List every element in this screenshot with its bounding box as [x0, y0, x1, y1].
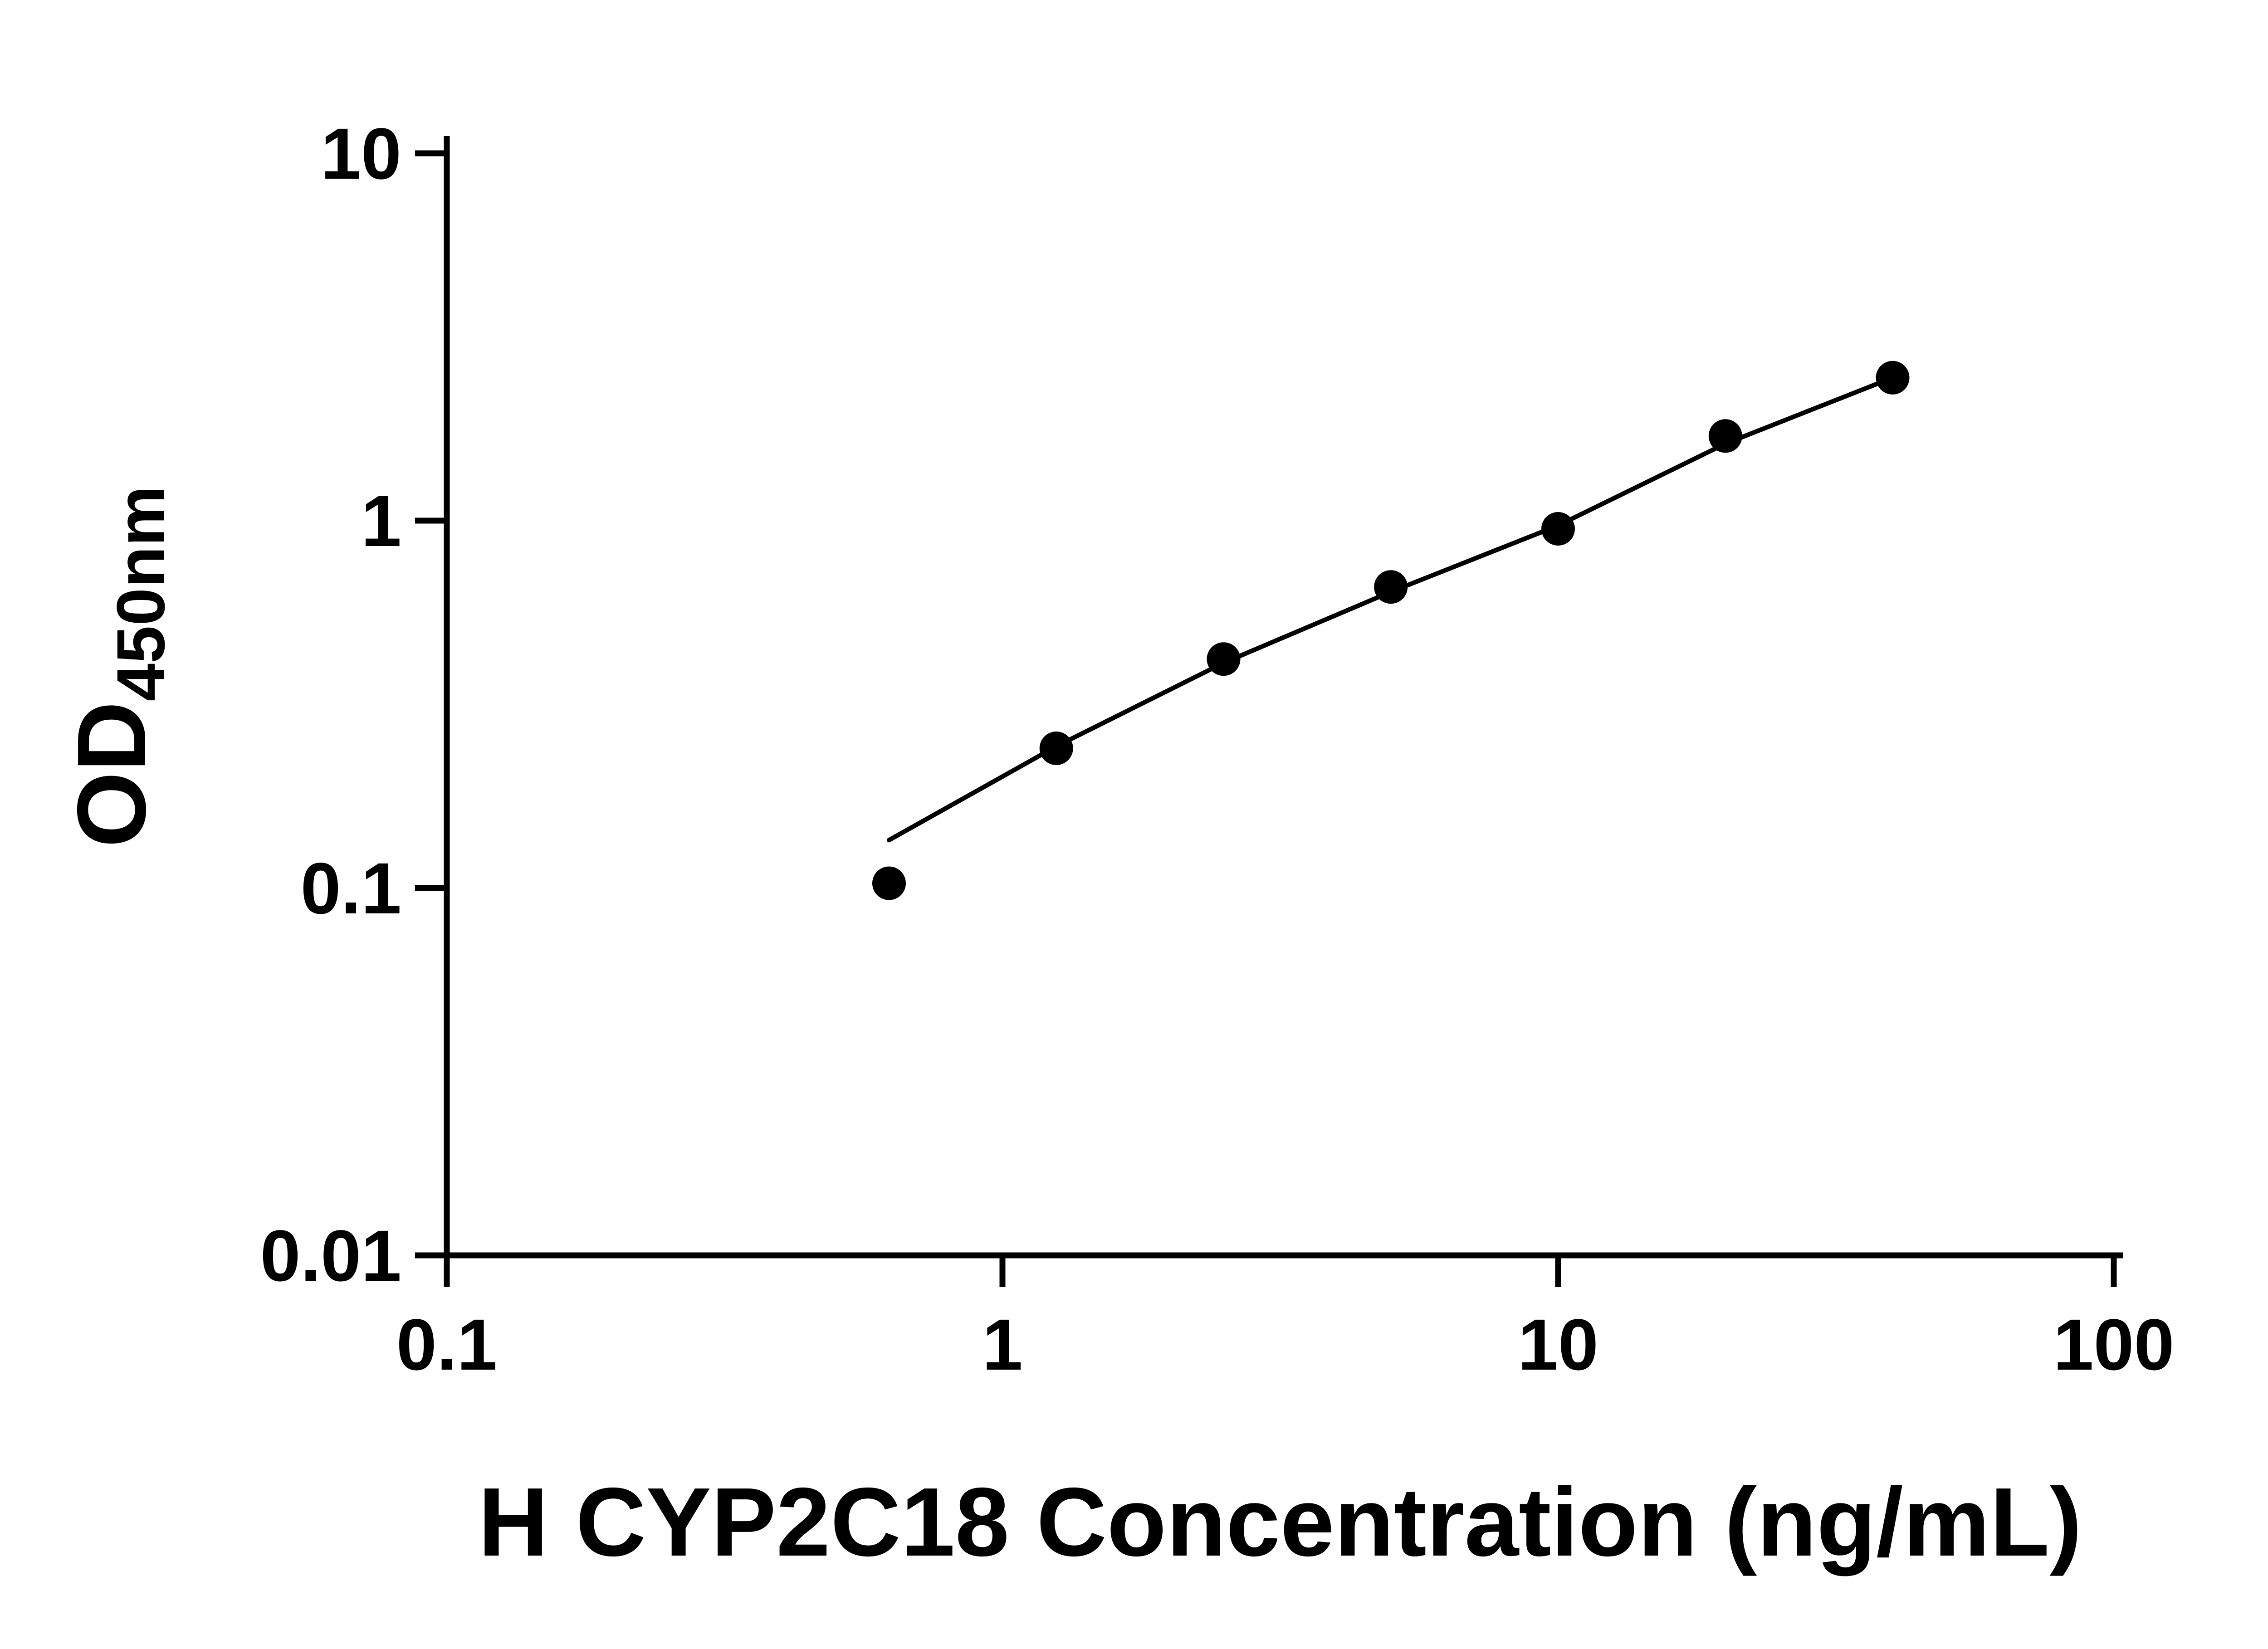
y-axis-tick-label: 0.01: [260, 1215, 401, 1296]
data-point: [1541, 512, 1575, 546]
y-axis-tick-label: 1: [361, 480, 401, 561]
y-axis-tick-label: 10: [321, 113, 401, 194]
y-axis-title: OD450nm: [57, 486, 179, 848]
y-axis-title-main: OD: [57, 701, 166, 848]
data-point: [1708, 419, 1742, 453]
data-point: [872, 866, 906, 900]
y-axis-tick-label: 0.1: [301, 848, 401, 929]
axes-spine: [444, 136, 2123, 1259]
x-axis-tick-label: 100: [2053, 1304, 2175, 1385]
x-axis-tick-label: 10: [1518, 1304, 1598, 1385]
data-point: [1876, 361, 1910, 395]
x-axis-tick-label: 1: [982, 1304, 1023, 1385]
data-point: [1039, 732, 1073, 765]
y-axis-title-subscript: 450nm: [103, 486, 179, 701]
data-point: [1374, 570, 1408, 604]
x-axis-title: H CYP2C18 Concentration (ng/mL): [478, 1467, 2082, 1576]
data-point: [1207, 642, 1241, 676]
x-axis-tick-label: 0.1: [396, 1304, 497, 1385]
fit-line: [887, 375, 1895, 843]
